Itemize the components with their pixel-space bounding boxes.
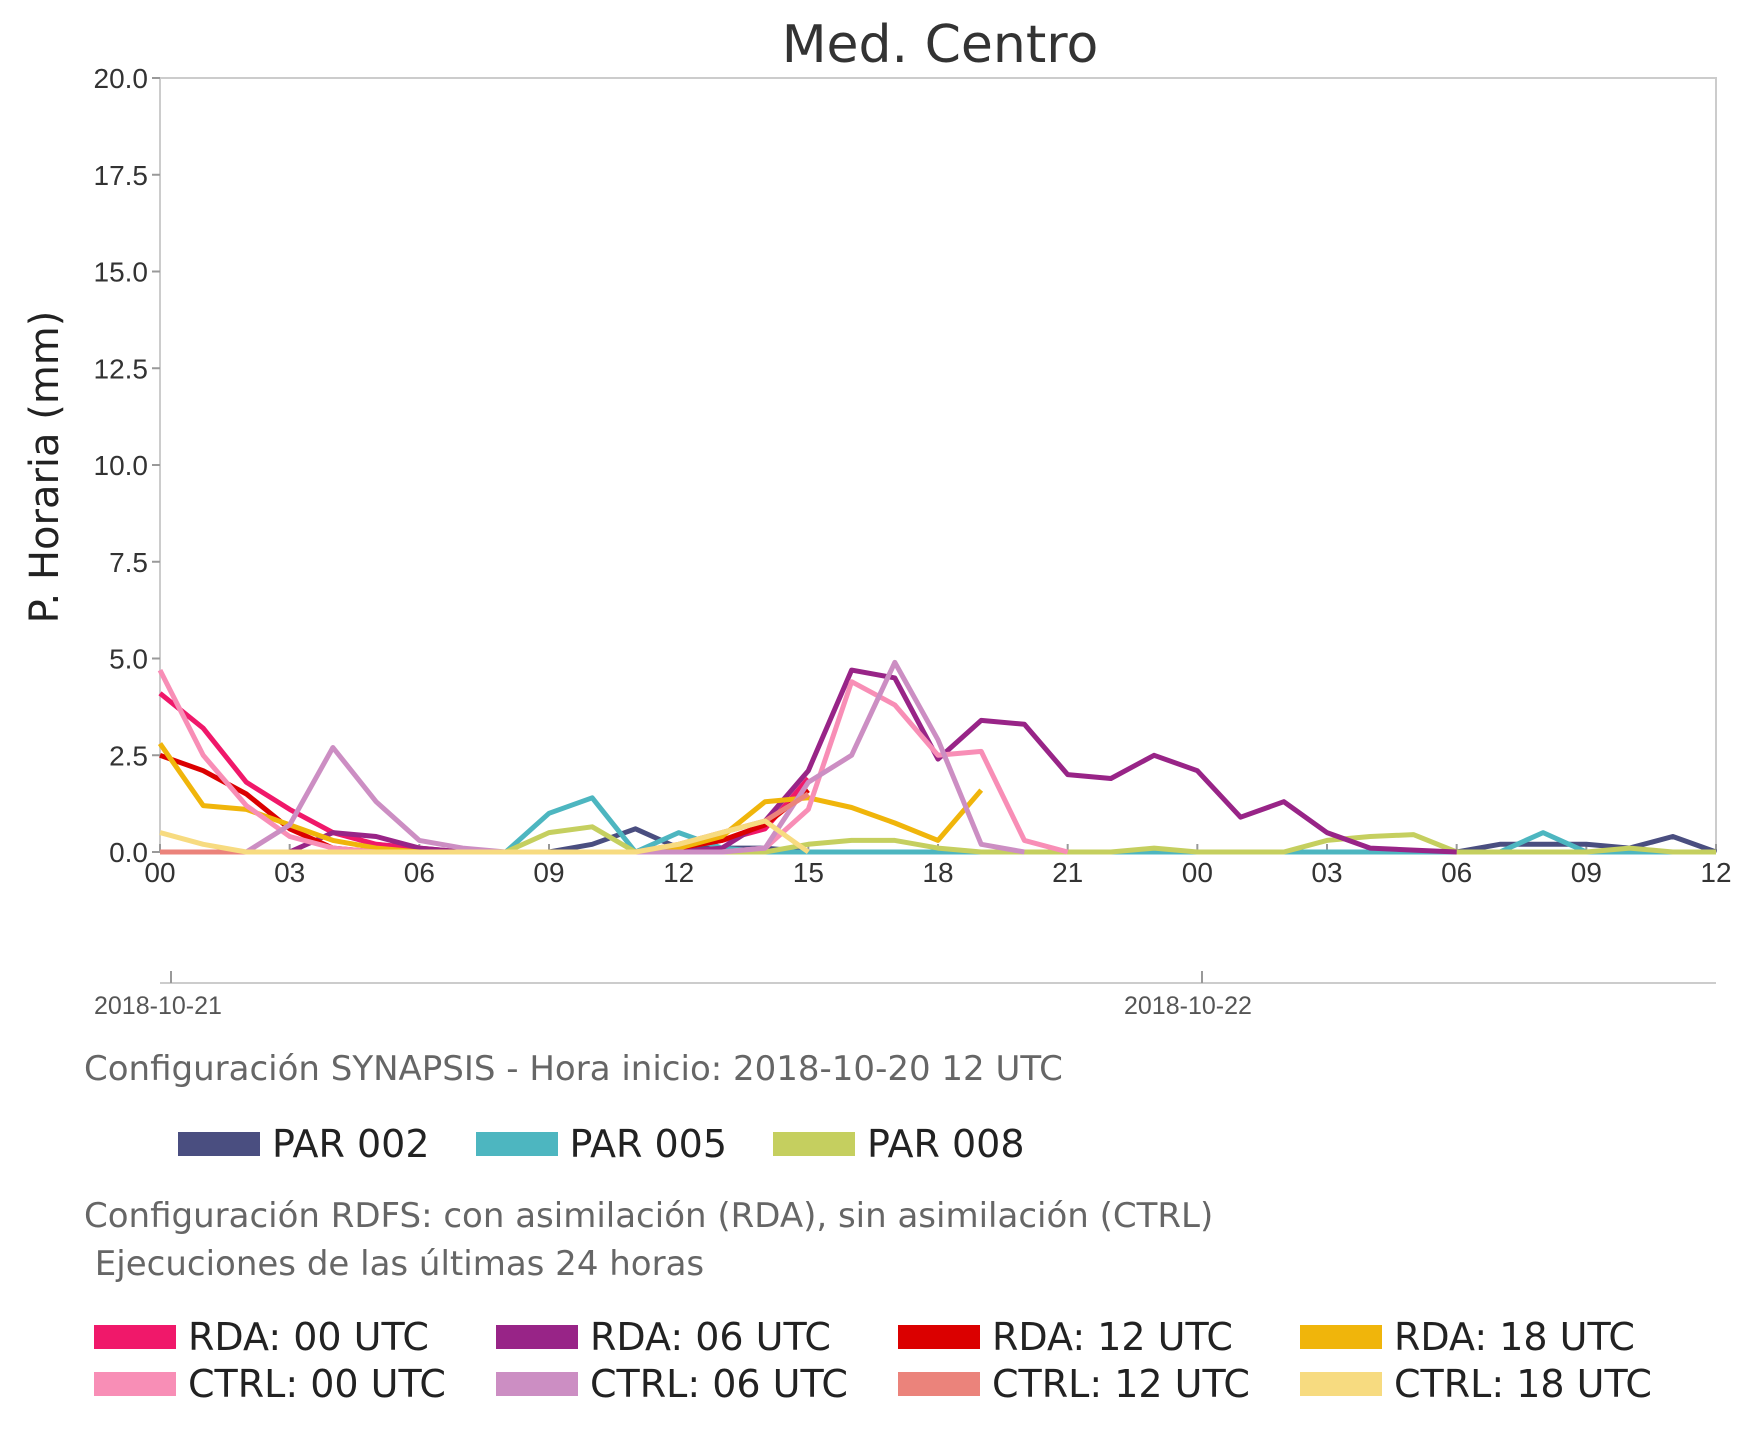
legend-swatch [1300, 1372, 1382, 1396]
legend-item: CTRL: 12 UTC [898, 1362, 1250, 1406]
y-tick-label: 5.0 [109, 644, 148, 675]
legend-swatch [496, 1325, 578, 1349]
legend-label: PAR 005 [569, 1122, 728, 1166]
legend-label: CTRL: 18 UTC [1394, 1362, 1652, 1406]
legend-swatch [898, 1325, 980, 1349]
legend-par: PAR 002 PAR 005 PAR 008 [178, 1122, 1071, 1166]
y-axis-label: P. Horaria (mm) [22, 311, 68, 624]
chart-title: Med. Centro [782, 15, 1099, 75]
legend-item: CTRL: 00 UTC [94, 1362, 446, 1406]
y-tick-label: 0.0 [109, 837, 148, 868]
x-tick-label: 00 [1182, 857, 1213, 888]
y-tick-label: 10.0 [94, 450, 149, 481]
legend-label: CTRL: 00 UTC [188, 1362, 446, 1406]
legend-item: CTRL: 06 UTC [496, 1362, 848, 1406]
y-tick-label: 15.0 [94, 257, 149, 288]
legend-label: PAR 002 [272, 1122, 430, 1166]
y-tick-label: 17.5 [94, 160, 149, 191]
legend-swatch [773, 1132, 855, 1156]
series-lines [157, 659, 1717, 855]
legend-swatch [94, 1325, 176, 1349]
series-line-ctrl-06-utc [245, 659, 1025, 855]
legend-label: CTRL: 06 UTC [590, 1362, 848, 1406]
legend-item: RDA: 12 UTC [898, 1315, 1233, 1359]
series-line-rda-00-utc [158, 691, 811, 855]
legend-swatch [94, 1372, 176, 1396]
x-tick-label: 03 [274, 857, 305, 888]
legend-item: RDA: 18 UTC [1300, 1315, 1635, 1359]
x-tick-label: 06 [1441, 857, 1472, 888]
legend-label: CTRL: 12 UTC [992, 1362, 1250, 1406]
legend-label: RDA: 12 UTC [992, 1315, 1233, 1359]
legend-swatch [475, 1132, 558, 1156]
x-axis-ticks: 00 03 06 09 12 15 18 21 00 03 06 09 12 [144, 844, 1732, 888]
date-label: 2018-10-22 [1124, 992, 1252, 1020]
legend-item: PAR 008 [773, 1122, 1025, 1166]
rdfs-caption-line1: Configuración RDFS: con asimilación (RDA… [84, 1196, 1214, 1236]
legend-label: PAR 008 [867, 1122, 1025, 1166]
series-line-rda-06-utc [288, 667, 1457, 855]
x-tick-label: 03 [1311, 857, 1342, 888]
date-label: 2018-10-21 [94, 992, 222, 1020]
legend-label: RDA: 00 UTC [188, 1315, 429, 1359]
series-line-rda-18-utc [157, 742, 984, 855]
legend-label: RDA: 06 UTC [590, 1315, 831, 1359]
x-tick-label: 12 [1700, 857, 1731, 888]
x-tick-label: 18 [922, 857, 953, 888]
x-tick-label: 21 [1052, 857, 1083, 888]
legend-item: PAR 002 [178, 1122, 430, 1166]
synapsis-caption: Configuración SYNAPSIS - Hora inicio: 20… [84, 1049, 1063, 1089]
x-tick-label: 15 [793, 857, 824, 888]
y-tick-label: 2.5 [109, 740, 148, 771]
legend-item: PAR 005 [475, 1122, 728, 1166]
series-line-ctrl-18-utc [159, 818, 810, 855]
legend-rdfs: RDA: 00 UTC RDA: 06 UTC RDA: 12 UTC RDA: 18… [94, 1315, 1734, 1445]
legend-swatch [178, 1132, 260, 1156]
legend-item: RDA: 06 UTC [496, 1315, 831, 1359]
y-tick-label: 7.5 [109, 547, 148, 578]
x-tick-label: 06 [404, 857, 435, 888]
legend-label: RDA: 18 UTC [1394, 1315, 1635, 1359]
legend-item: CTRL: 18 UTC [1300, 1362, 1652, 1406]
y-tick-label: 12.5 [94, 353, 149, 384]
x-tick-label: 00 [144, 857, 175, 888]
y-axis-ticks: 0.0 2.5 5.0 7.5 10.0 12.5 15.0 17.5 20.0 [94, 63, 160, 868]
legend-swatch [898, 1372, 980, 1396]
y-tick-label: 20.0 [94, 63, 149, 94]
x-tick-label: 09 [533, 857, 564, 888]
legend-swatch [496, 1372, 578, 1396]
x-tick-label: 09 [1571, 857, 1602, 888]
rdfs-caption-line2: Ejecuciones de las últimas 24 horas [84, 1244, 705, 1284]
legend-swatch [1300, 1325, 1382, 1349]
legend-item: RDA: 00 UTC [94, 1315, 429, 1359]
x-tick-label: 12 [663, 857, 694, 888]
